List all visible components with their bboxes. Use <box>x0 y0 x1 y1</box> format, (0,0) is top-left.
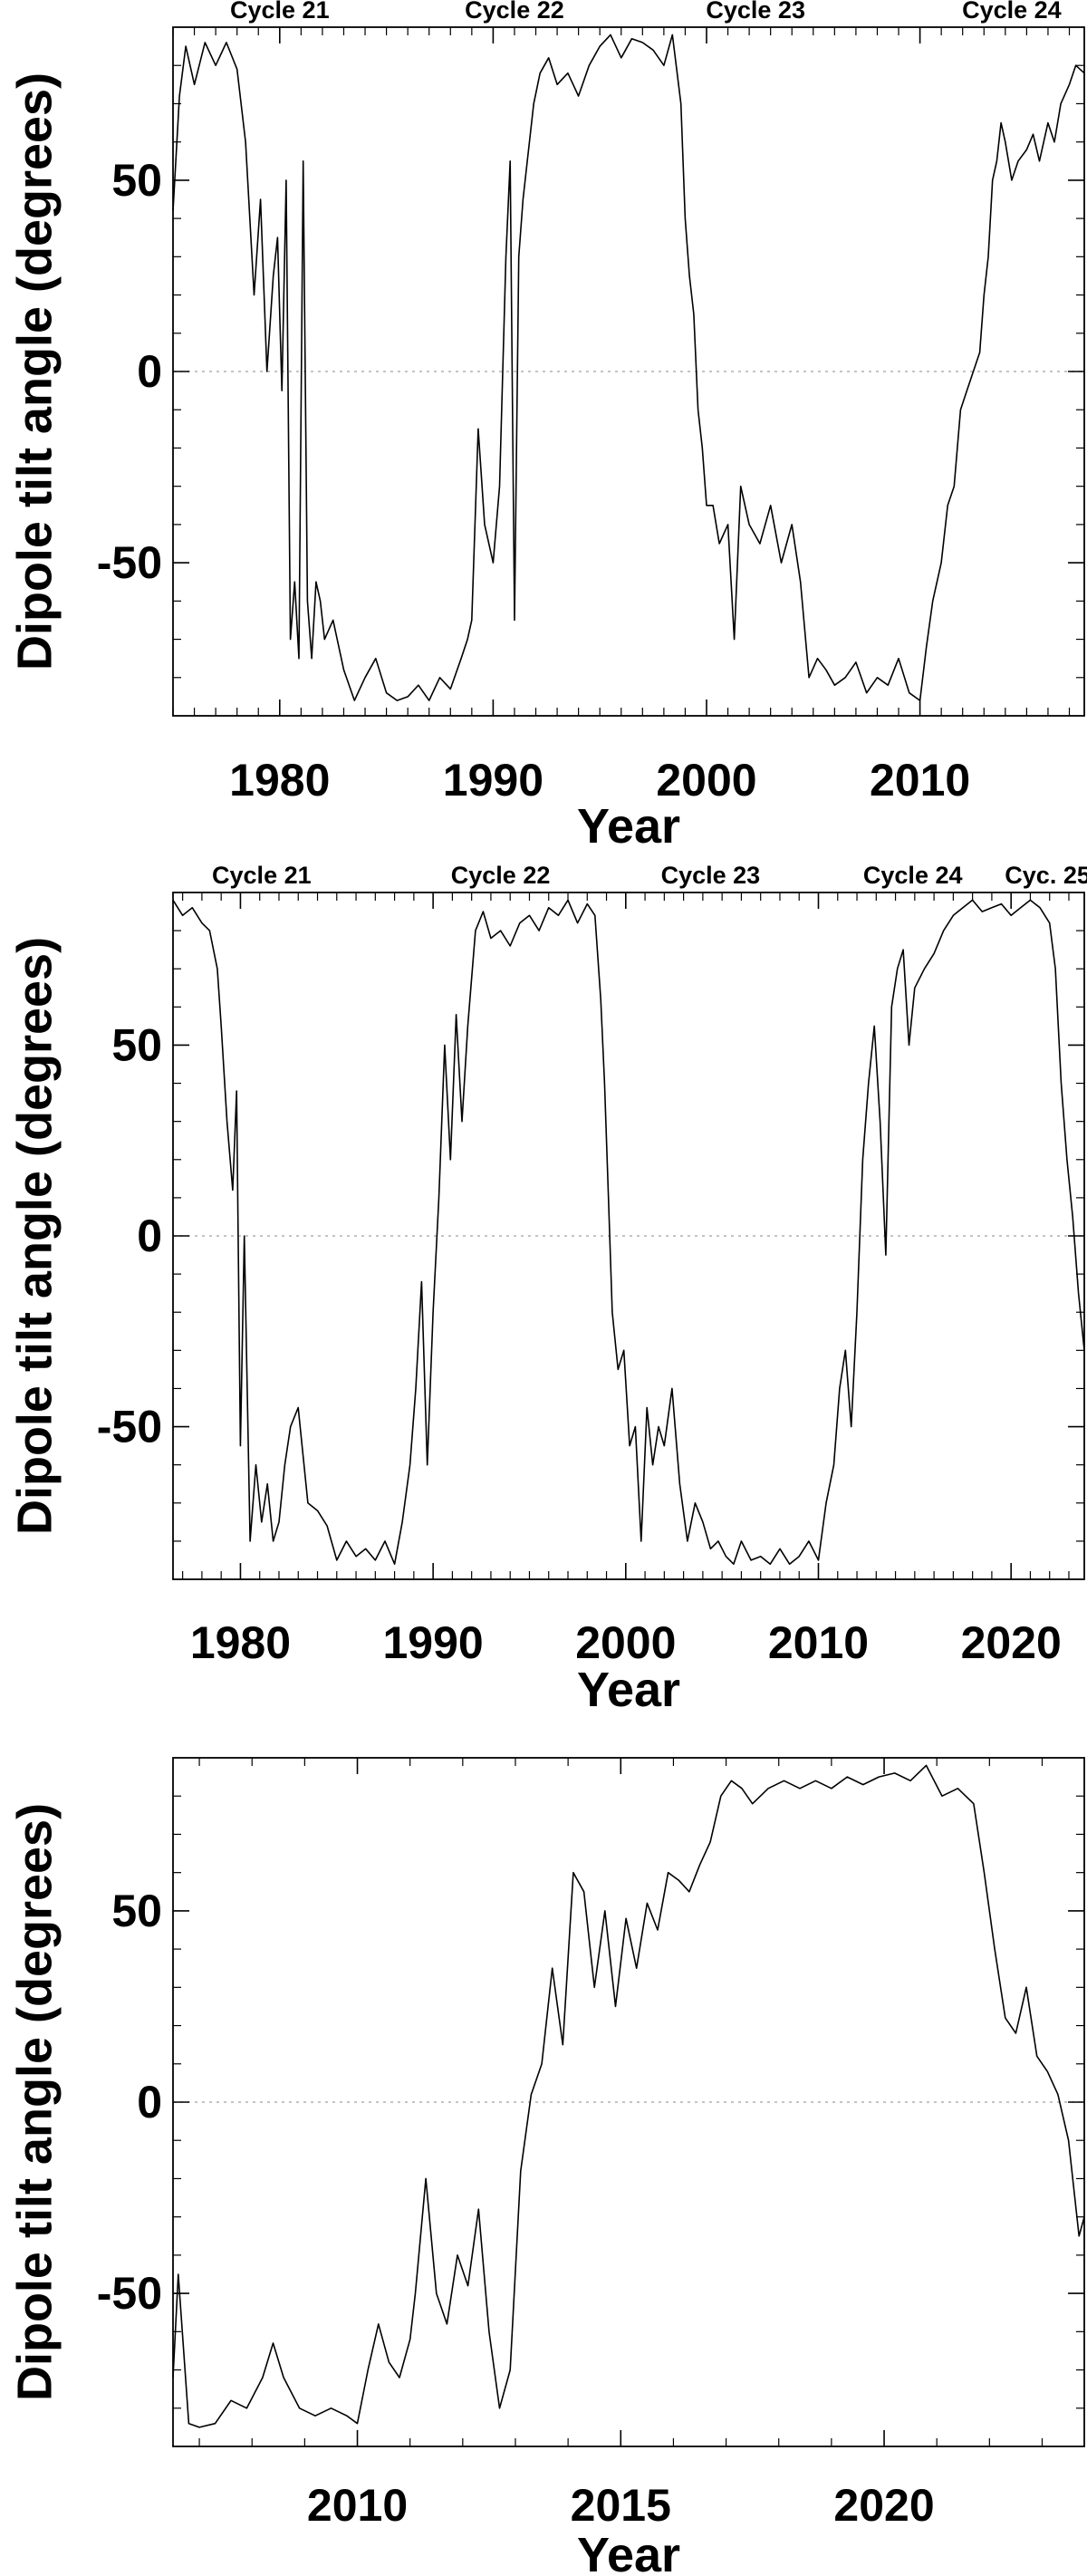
x-tick-label: 2020 <box>833 2480 934 2531</box>
cycle-label: Cycle 21 <box>230 0 330 24</box>
x-axis-title: Year <box>577 799 680 854</box>
y-axis-title: Dipole tilt angle (degrees) <box>7 937 62 1535</box>
x-tick-label: 2020 <box>961 1617 1062 1668</box>
y-tick-label: -50 <box>97 537 162 588</box>
y-tick-label: 50 <box>111 155 162 206</box>
x-tick-label: 1980 <box>190 1617 291 1668</box>
series-line-1 <box>172 34 1085 701</box>
x-axis-title: Year <box>577 2528 680 2576</box>
cycle-label: Cycle 24 <box>962 0 1062 24</box>
cycle-label: Cyc. 25 <box>1005 862 1087 889</box>
y-tick-label: 0 <box>137 1211 162 1261</box>
series-line-1 <box>172 1764 1085 2428</box>
x-tick-label: 2010 <box>768 1617 869 1668</box>
cycle-label: Cycle 22 <box>451 862 551 889</box>
y-axis-title: Dipole tilt angle (degrees) <box>7 72 62 671</box>
y-tick-label: 0 <box>137 2077 162 2127</box>
cycle-label: Cycle 23 <box>661 862 761 889</box>
chart-panel-2: 1980 1990 2000 2010 2020 -50 0 50 Year Dipole til… <box>7 862 1087 1717</box>
cycle-label: Cycle 21 <box>212 862 312 889</box>
y-tick-label: -50 <box>97 1402 162 1452</box>
x-tick-label: 2015 <box>571 2480 671 2531</box>
x-tick-label: 2000 <box>656 755 756 806</box>
y-tick-label: 50 <box>111 1886 162 1936</box>
y-tick-label: -50 <box>97 2268 162 2319</box>
cycle-label: Cycle 24 <box>863 862 963 889</box>
plot-frame <box>172 1757 1085 2447</box>
plot-frame <box>172 892 1085 1580</box>
x-tick-label: 1990 <box>383 1617 484 1668</box>
cycle-label: Cycle 23 <box>706 0 805 24</box>
series-line-1 <box>172 899 1085 1565</box>
chart-panel-1: 1980 1990 2000 2010 -50 0 50 Year Dipole tilt an… <box>7 0 1085 854</box>
y-tick-label: 0 <box>137 346 162 397</box>
x-tick-label: 2010 <box>307 2480 408 2531</box>
chart-panel-3: 2010 2015 2020 -50 0 50 Year Dipole tilt angle … <box>7 1757 1085 2576</box>
y-tick-label: 50 <box>111 1019 162 1070</box>
x-tick-label: 1980 <box>229 755 330 806</box>
x-tick-label: 2000 <box>575 1617 676 1668</box>
x-tick-label: 1990 <box>443 755 544 806</box>
plot-frame <box>172 26 1085 717</box>
y-axis-title: Dipole tilt angle (degrees) <box>7 1803 62 2401</box>
cycle-label: Cycle 22 <box>465 0 564 24</box>
x-axis-title: Year <box>577 1663 680 1717</box>
x-tick-label: 2010 <box>870 755 970 806</box>
